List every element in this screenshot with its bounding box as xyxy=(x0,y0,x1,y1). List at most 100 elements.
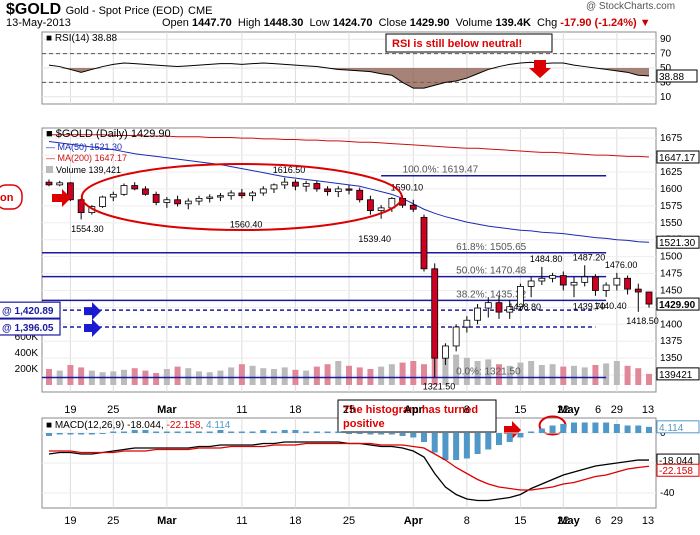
volume-bar xyxy=(185,368,192,385)
x-axis-label: 13 xyxy=(642,404,654,416)
candle-body xyxy=(302,183,310,187)
volume-tick-label: 200K xyxy=(15,364,39,375)
price-point-label: 1554.30 xyxy=(71,224,104,234)
price-point-label: 1590.10 xyxy=(391,183,424,193)
candle-body xyxy=(45,181,53,186)
x-axis-label: Apr xyxy=(404,404,424,416)
macd-histogram-bar xyxy=(453,433,460,460)
macd-annotation-box xyxy=(337,399,497,433)
rsi-annotation-text: RSI is still below neutral! xyxy=(392,38,522,50)
candle-body xyxy=(206,196,214,199)
low-label: Low xyxy=(309,17,330,29)
macd-tick-label: -40 xyxy=(660,488,675,499)
volume-bar xyxy=(67,365,74,385)
candle-body xyxy=(109,193,117,198)
candle-body xyxy=(292,181,299,187)
macd-histogram-bar xyxy=(442,433,449,460)
volume-bar xyxy=(399,362,406,385)
volume-bar xyxy=(378,366,385,385)
volume-bar xyxy=(581,367,588,385)
volume-bar xyxy=(635,368,642,385)
volume-bar xyxy=(335,361,342,385)
x-axis-label-bottom: May xyxy=(558,515,580,527)
macd-right-arrow-icon xyxy=(504,421,521,439)
high-label: High xyxy=(237,17,261,29)
candle-body xyxy=(538,277,546,282)
candle-body xyxy=(624,277,631,290)
volume-bar xyxy=(249,365,256,385)
ohlc-readout: Open 1447.70 High 1448.30 Low 1424.70 Cl… xyxy=(162,17,651,29)
macd-histogram-bar xyxy=(260,430,267,433)
candle-body xyxy=(131,185,139,190)
volume-label: Volume xyxy=(455,17,493,29)
candle-body xyxy=(249,192,256,197)
candle-body xyxy=(163,199,171,203)
macd-histogram-bar xyxy=(196,431,202,433)
macd-last-value: 4.114 xyxy=(659,423,684,434)
candle-body xyxy=(77,199,85,214)
candle-body xyxy=(227,192,235,197)
macd-histogram-bar xyxy=(121,431,127,433)
price-tick-label: 1625 xyxy=(660,167,683,178)
macd-histogram-bar xyxy=(378,433,385,435)
price-tick-label: 1350 xyxy=(660,353,683,364)
candle-body xyxy=(613,277,621,286)
x-axis-label-bottom: 22 xyxy=(557,515,569,527)
macd-histogram-bar xyxy=(571,422,577,433)
volume-bar xyxy=(313,366,320,385)
macd-histogram-bar xyxy=(313,431,320,433)
support-arrow-icon xyxy=(84,318,101,337)
candle-body xyxy=(56,182,64,186)
support-label-box xyxy=(0,301,61,319)
chart-symbol: $GOLD Gold - Spot Price (EOD) CME xyxy=(6,1,212,19)
price-tick-label: 1375 xyxy=(660,336,683,347)
x-axis-label-bottom: 8 xyxy=(464,515,470,527)
ma50-legend: — MA(50) 1521.30 xyxy=(46,142,122,152)
price-title: ■ $GOLD (Daily) 1429.90 xyxy=(46,128,171,140)
macd-histogram-bar xyxy=(335,431,342,433)
candle-body xyxy=(474,307,481,321)
x-axis-label: 22 xyxy=(557,404,569,416)
macd-histogram-bar xyxy=(431,433,438,453)
macd-histogram-bar xyxy=(635,425,642,433)
candle-body xyxy=(442,345,449,359)
candle-body xyxy=(184,200,192,205)
fib-level-label: 61.8%: 1505.65 xyxy=(456,242,526,253)
rsi-last-value: 38.88 xyxy=(659,72,684,83)
x-axis-label: Mar xyxy=(157,404,177,416)
macd-histogram-bar xyxy=(421,433,427,442)
volume-bar xyxy=(110,371,117,385)
macd-histogram-bar xyxy=(238,431,245,433)
macd-histogram-bar xyxy=(99,433,106,434)
macd-annotation-text-1: The histogram has turned xyxy=(343,404,478,416)
volume-bar xyxy=(410,361,417,385)
support-label-text: @ 1,396.05 xyxy=(2,323,54,334)
macd-histogram-bar xyxy=(46,433,52,436)
candle-body xyxy=(238,192,246,197)
high-value: 1448.30 xyxy=(263,17,304,29)
volume-bar xyxy=(624,365,631,385)
rsi-down-arrow-icon xyxy=(529,60,551,78)
volume-bar xyxy=(260,368,267,385)
open-label: Open xyxy=(162,17,189,29)
price-last-value: 1647.17 xyxy=(659,153,696,164)
macd-histogram-bar xyxy=(592,422,599,433)
price-point-label: 1439.70 xyxy=(573,301,606,311)
symbol-description: Gold - Spot Price (EOD) xyxy=(65,5,184,17)
macd-histogram-bar xyxy=(517,433,524,438)
macd-histogram-bar xyxy=(506,433,513,442)
x-axis-label-bottom: 25 xyxy=(107,515,119,527)
volume-bar xyxy=(78,367,85,385)
volume-tick-label: 400K xyxy=(15,348,39,359)
chg-value: -17.90 (-1.24%) xyxy=(560,17,637,29)
fib-level-label: 100.0%: 1619.47 xyxy=(403,165,479,176)
x-axis-label-bottom: 18 xyxy=(289,515,301,527)
price-tick-label: 1400 xyxy=(660,319,683,330)
rsi-tick-label: 70 xyxy=(660,49,672,60)
macd-last-value: -22.158 xyxy=(659,466,693,477)
macd-histogram-bar xyxy=(356,433,363,434)
macd-last-value-box xyxy=(656,420,700,434)
candle-body xyxy=(377,207,385,211)
volume-bar xyxy=(196,371,202,385)
